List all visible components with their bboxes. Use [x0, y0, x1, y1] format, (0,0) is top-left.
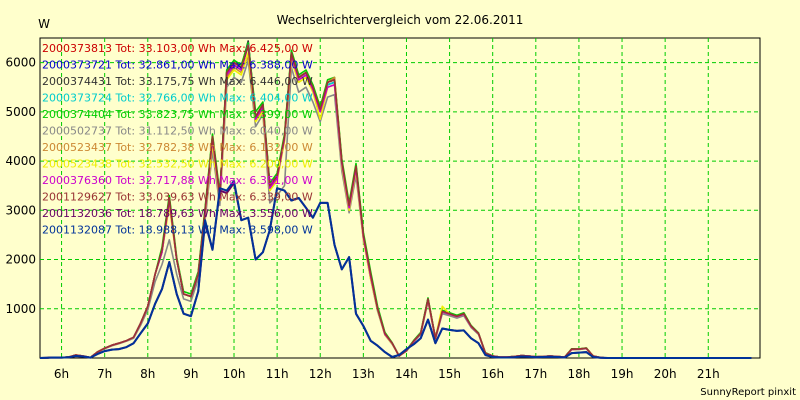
x-tick-label: 21h: [697, 367, 720, 381]
series-line-2001132087: [39, 179, 752, 359]
x-tick-label: 18h: [567, 367, 590, 381]
y-axis-unit: W: [38, 17, 50, 31]
legend-entry-2000523437: 2000523437 Tot: 32.782,38 Wh Max: 6.132,…: [42, 141, 313, 154]
plot-frame: [39, 37, 761, 359]
x-tick-label: 19h: [611, 367, 634, 381]
x-tick-label: 6h: [54, 367, 69, 381]
legend-entry-2000376360: 2000376360 Tot: 32.717,88 Wh Max: 6.351,…: [42, 174, 313, 187]
legend-entry-2000502737: 2000502737 Tot: 31.112,50 Wh Max: 6.040,…: [42, 125, 313, 138]
legend-entry-2000373721: 2000373721 Tot: 32.861,00 Wh Max: 6.388,…: [42, 59, 313, 72]
x-tick-label: 16h: [481, 367, 504, 381]
x-tick-label: 20h: [654, 367, 677, 381]
legend-entry-2000373724: 2000373724 Tot: 32.766,00 Wh Max: 6.404,…: [42, 92, 313, 105]
x-tick-label: 12h: [309, 367, 332, 381]
x-tick-label: 15h: [438, 367, 461, 381]
x-tick-label: 9h: [183, 367, 198, 381]
chart-title: Wechselrichtervergleich vom 22.06.2011: [277, 13, 524, 27]
legend-entry-2000374431: 2000374431 Tot: 33.175,75 Wh Max: 6.446,…: [42, 75, 313, 88]
y-tick-label: 5000: [5, 105, 36, 119]
y-tick-label: 3000: [5, 203, 36, 217]
legend-entry-2001132036: 2001132036 Tot: 18.789,63 Wh Max: 3.556,…: [42, 207, 313, 220]
legend-entry-2001129627: 2001129627 Tot: 33.039,63 Wh Max: 6.339,…: [42, 191, 313, 204]
legend: 2000373813 Tot: 33.103,00 Wh Max: 6.425,…: [42, 42, 313, 237]
y-tick-label: 1000: [5, 302, 36, 316]
y-tick-label: 4000: [5, 154, 36, 168]
x-tick-label: 13h: [352, 367, 375, 381]
x-tick-label: 10h: [223, 367, 246, 381]
x-tick-label: 17h: [524, 367, 547, 381]
y-axis-ticks: 1000 2000 3000 4000 5000 6000: [5, 56, 36, 316]
legend-entry-2001132087: 2001132087 Tot: 18.988,13 Wh Max: 3.598,…: [42, 224, 313, 237]
series-group: [39, 40, 752, 359]
x-tick-label: 14h: [395, 367, 418, 381]
legend-entry-2000523438: 2000523438 Tot: 32.532,50 Wh Max: 6.200,…: [42, 158, 313, 171]
x-tick-label: 11h: [266, 367, 289, 381]
y-tick-label: 6000: [5, 56, 36, 70]
x-axis-ticks: 6h 7h 8h 9h 10h 11h 12h 13h 14h 15h 16h 17h 18h 19h 20…: [54, 367, 720, 381]
legend-entry-2000373813: 2000373813 Tot: 33.103,00 Wh Max: 6.425,…: [42, 42, 313, 55]
x-tick-label: 8h: [140, 367, 155, 381]
y-tick-label: 2000: [5, 253, 36, 267]
legend-entry-2000374404: 2000374404 Tot: 33.823,75 Wh Max: 6.399,…: [42, 108, 313, 121]
footer-credit: SunnyReport pinxit: [700, 387, 796, 398]
x-tick-label: 7h: [97, 367, 112, 381]
